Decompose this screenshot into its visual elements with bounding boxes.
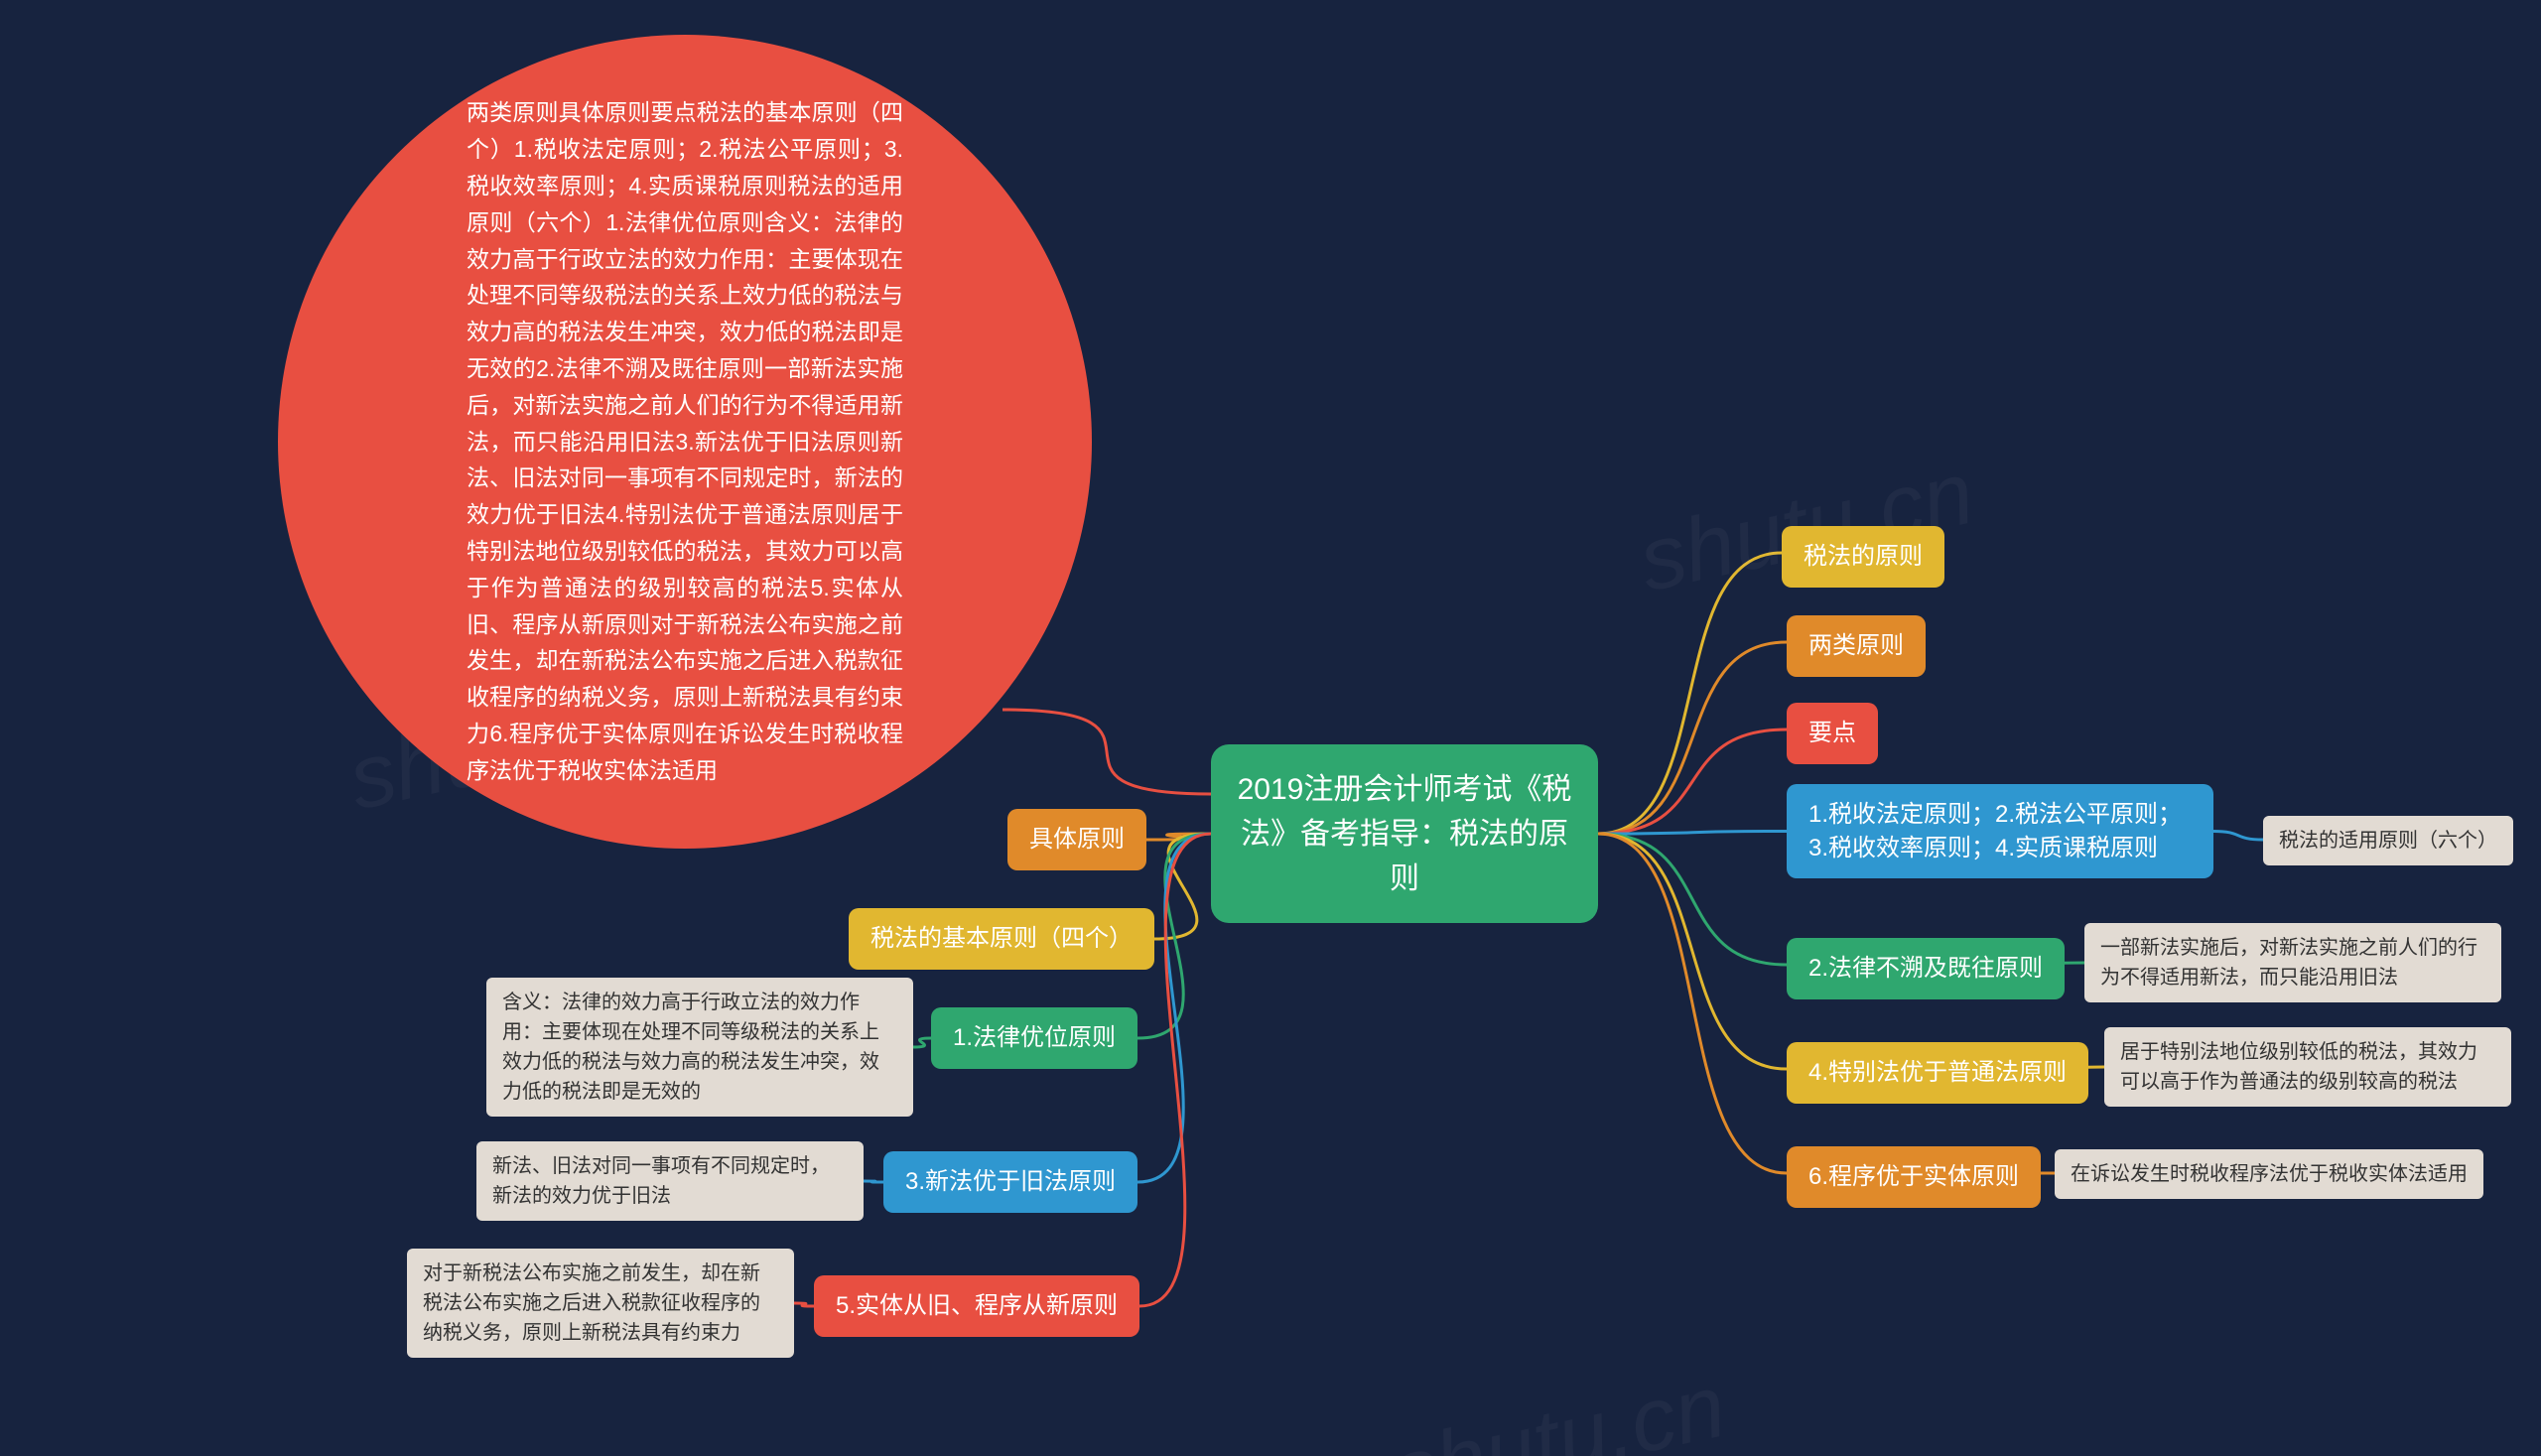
leaf-note: 新法、旧法对同一事项有不同规定时，新法的效力优于旧法 <box>476 1141 864 1221</box>
leaf-note: 对于新税法公布实施之前发生，却在新税法公布实施之后进入税款征收程序的纳税义务，原… <box>407 1249 794 1358</box>
watermark: shutu.cn <box>1383 1356 1734 1456</box>
branch-node[interactable]: 4.特别法优于普通法原则 <box>1787 1042 2088 1104</box>
branch-node[interactable]: 税法的基本原则（四个） <box>849 908 1154 970</box>
center-topic[interactable]: 2019注册会计师考试《税法》备考指导：税法的原则 <box>1211 744 1598 923</box>
branch-node[interactable]: 两类原则 <box>1787 615 1926 677</box>
leaf-note: 居于特别法地位级别较低的税法，其效力可以高于作为普通法的级别较高的税法 <box>2104 1027 2511 1107</box>
branch-node[interactable]: 3.新法优于旧法原则 <box>883 1151 1137 1213</box>
branch-node[interactable]: 具体原则 <box>1007 809 1146 870</box>
branch-node[interactable]: 5.实体从旧、程序从新原则 <box>814 1275 1139 1337</box>
leaf-note: 在诉讼发生时税收程序法优于税收实体法适用 <box>2055 1149 2483 1199</box>
branch-node[interactable]: 税法的原则 <box>1782 526 1944 588</box>
leaf-note: 税法的适用原则（六个） <box>2263 816 2513 865</box>
branch-node[interactable]: 要点 <box>1787 703 1878 764</box>
leaf-note: 含义：法律的效力高于行政立法的效力作用：主要体现在处理不同等级税法的关系上效力低… <box>486 978 913 1117</box>
summary-text: 两类原则具体原则要点税法的基本原则（四个）1.税收法定原则；2.税法公平原则；3… <box>467 94 903 788</box>
branch-node[interactable]: 1.法律优位原则 <box>931 1007 1137 1069</box>
branch-node[interactable]: 6.程序优于实体原则 <box>1787 1146 2041 1208</box>
branch-node[interactable]: 2.法律不溯及既往原则 <box>1787 938 2065 999</box>
summary-bubble: 两类原则具体原则要点税法的基本原则（四个）1.税收法定原则；2.税法公平原则；3… <box>278 35 1092 849</box>
mindmap-canvas: shutu.cnshutu.cnshutu.cn两类原则具体原则要点税法的基本原… <box>0 0 2541 1456</box>
branch-node[interactable]: 1.税收法定原则；2.税法公平原则；3.税收效率原则；4.实质课税原则 <box>1787 784 2213 878</box>
leaf-note: 一部新法实施后，对新法实施之前人们的行为不得适用新法，而只能沿用旧法 <box>2084 923 2501 1002</box>
